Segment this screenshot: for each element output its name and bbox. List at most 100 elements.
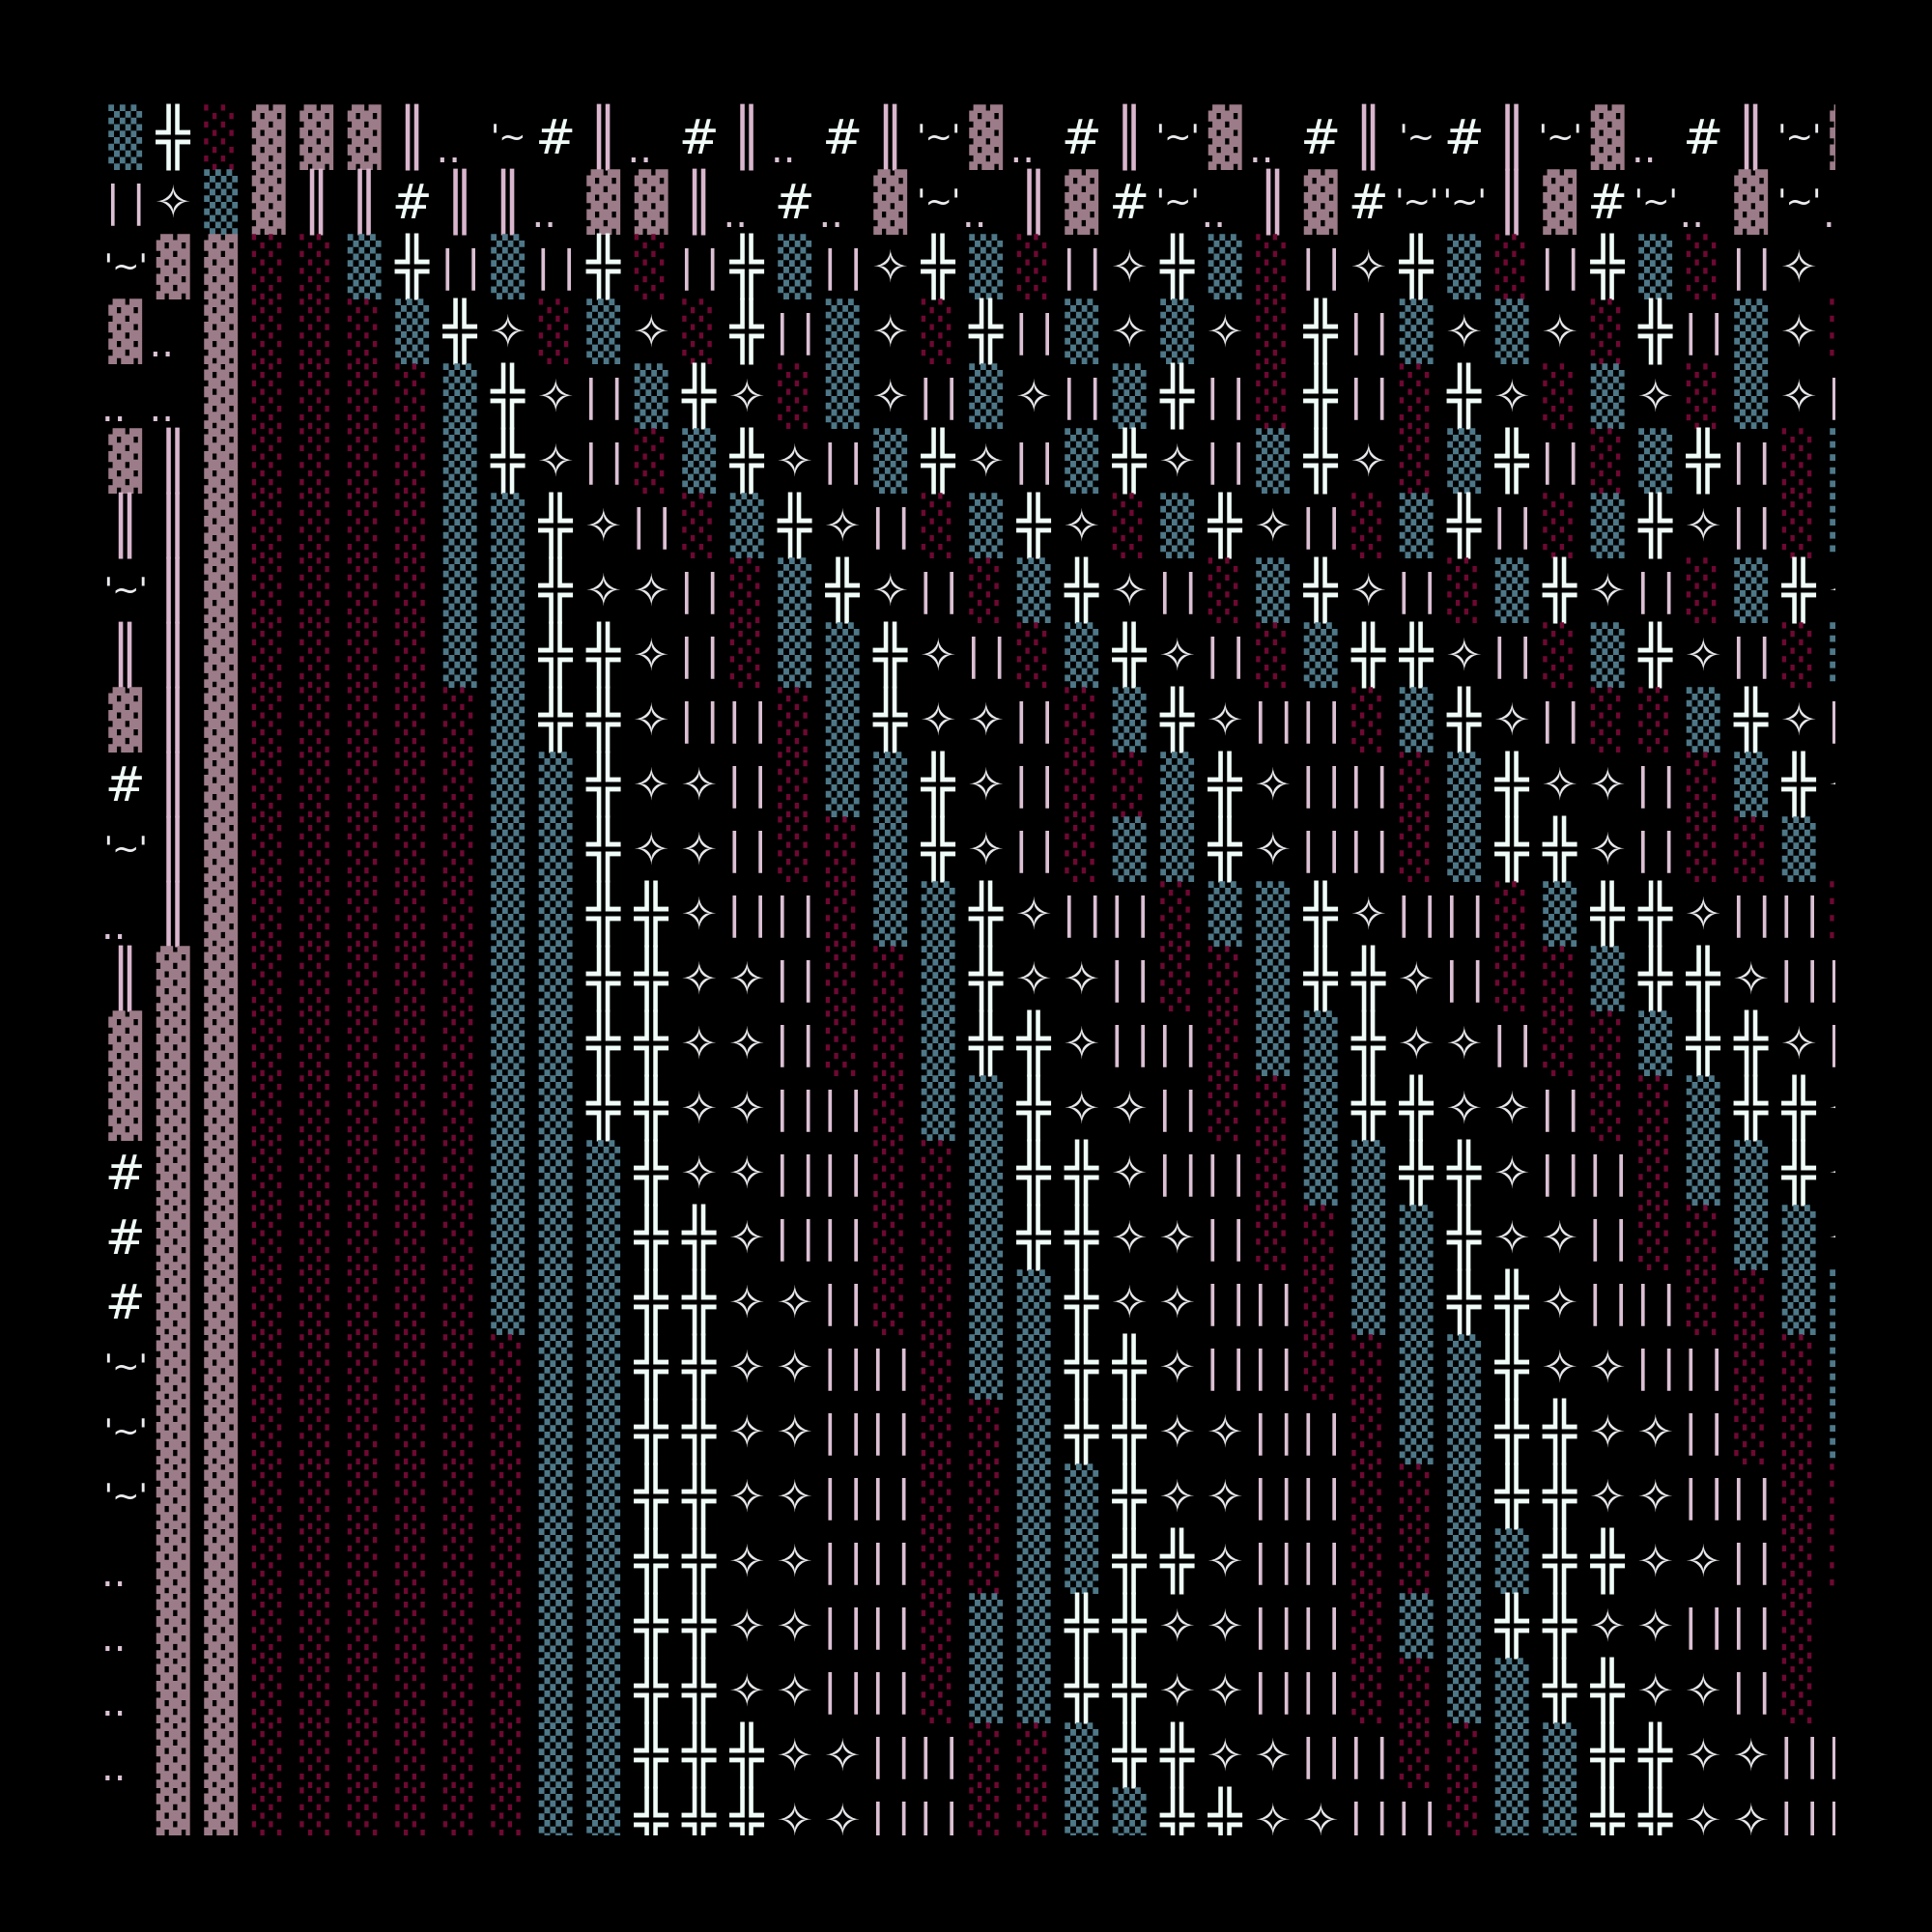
glyph-cell-shade-teal: ▒ xyxy=(1010,557,1059,622)
glyph-cell-split-bars: | | xyxy=(1536,1140,1584,1205)
glyph-cell-shade-red: ░ xyxy=(1249,298,1297,363)
glyph-cell-shade-teal: ▒ xyxy=(1489,1786,1537,1836)
glyph-cell-dots: .. xyxy=(962,169,1010,234)
glyph: ░ xyxy=(873,1268,908,1335)
glyph: ╬ xyxy=(1494,1398,1529,1464)
glyph: ░ xyxy=(251,1268,286,1335)
glyph-cell-split-bars: | | xyxy=(1776,1722,1824,1787)
glyph: | | xyxy=(918,370,959,420)
glyph: ░ xyxy=(347,686,382,753)
glyph-cell-shade-red: ░ xyxy=(388,946,437,1010)
glyph-cell-shade-teal: ▒ xyxy=(1393,1593,1441,1658)
glyph: '~ xyxy=(1399,117,1435,156)
glyph: | | xyxy=(105,176,146,226)
glyph-cell-shade-teal: ▒ xyxy=(484,816,532,881)
glyph: .. xyxy=(1823,192,1835,237)
glyph-cell-split-bars: | | xyxy=(915,557,963,622)
glyph: | | xyxy=(1300,823,1342,873)
glyph: ░ xyxy=(395,621,430,688)
glyph-cell-box-cross: ╬ xyxy=(628,1205,676,1269)
glyph: | | xyxy=(440,241,481,291)
glyph-cell-shade-teal: ▒ xyxy=(1776,816,1824,881)
glyph: ░ xyxy=(1016,621,1051,688)
glyph: ▒ xyxy=(1494,1786,1529,1836)
glyph: ▒ xyxy=(491,945,526,1011)
glyph: | | xyxy=(1300,1470,1342,1520)
glyph-cell-split-bars: | | xyxy=(1680,1463,1728,1528)
glyph-cell-split-bars: | | xyxy=(1823,363,1835,428)
glyph-cell-split-bars: | | xyxy=(1010,752,1059,816)
glyph: | | xyxy=(822,1211,864,1262)
glyph-cell-shade-teal: ▒ xyxy=(484,752,532,816)
glyph: .. xyxy=(1201,192,1226,237)
glyph: | | xyxy=(822,241,864,291)
glyph-cell-sparkle-star: ✧ xyxy=(1680,881,1728,946)
glyph-cell-shade-teal: ▒ xyxy=(819,752,867,816)
glyph: ╬ xyxy=(682,1527,717,1594)
glyph-cell-shade-red: ░ xyxy=(1632,1205,1680,1269)
glyph: ╬ xyxy=(969,880,1004,947)
glyph: ╬ xyxy=(1351,621,1386,688)
glyph: ║ xyxy=(299,168,334,235)
glyph: ✧ xyxy=(1063,952,1101,1005)
glyph-cell-shade-red: ░ xyxy=(962,1463,1010,1528)
glyph-cell-hash: # xyxy=(675,104,724,169)
glyph: ║ xyxy=(1112,103,1147,170)
glyph: ✧ xyxy=(919,628,957,681)
glyph: ✧ xyxy=(1206,1534,1244,1587)
glyph: ▒ xyxy=(442,362,477,429)
glyph-cell-sparkle-star: ✧ xyxy=(1202,687,1250,752)
glyph-cell-split-bars: | | xyxy=(1393,557,1441,622)
glyph: ▓ xyxy=(204,751,239,817)
glyph: ✧ xyxy=(1541,1210,1579,1264)
glyph-cell-shade-red: ░ xyxy=(341,1658,389,1722)
glyph-cell-shade-red: ░ xyxy=(388,1075,437,1140)
glyph-cell-shade-red: ░ xyxy=(293,622,341,687)
glyph: ▒ xyxy=(491,1009,526,1076)
glyph-cell-box-cross: ╬ xyxy=(675,1528,724,1593)
glyph-cell-shade-red: ░ xyxy=(341,1205,389,1269)
glyph-cell-shade-red: ░ xyxy=(1393,1722,1441,1787)
glyph: ▒ xyxy=(586,1463,621,1529)
glyph: ▒ xyxy=(538,1204,573,1270)
glyph: ╬ xyxy=(729,427,764,494)
glyph: ░ xyxy=(1112,751,1147,817)
glyph: ▒ xyxy=(1065,427,1099,494)
glyph-cell-tilde-quote: '~' xyxy=(1536,104,1584,169)
glyph: ╬ xyxy=(1781,1139,1816,1206)
glyph: ▓ xyxy=(204,1333,239,1400)
glyph: ✧ xyxy=(1206,1663,1244,1717)
glyph: ✧ xyxy=(1110,1146,1149,1199)
glyph: ░ xyxy=(395,1074,430,1141)
glyph: ✧ xyxy=(1206,1469,1244,1522)
glyph: ▒ xyxy=(1734,751,1769,817)
glyph-cell-split-bars: | | xyxy=(1345,752,1393,816)
glyph: ✧ xyxy=(1158,434,1197,487)
glyph: ║ xyxy=(156,556,190,623)
glyph-cell-shade-pink: ▓ xyxy=(197,1140,245,1205)
glyph-cell-box-cross: ╬ xyxy=(1106,1593,1154,1658)
glyph: ░ xyxy=(251,1009,286,1076)
glyph-cell-shade-teal: ▒ xyxy=(819,363,867,428)
glyph: ░ xyxy=(1351,1592,1386,1659)
glyph-cell-sparkle-star: ✧ xyxy=(1153,1658,1202,1722)
glyph: ░ xyxy=(442,1009,477,1076)
glyph: ▓ xyxy=(108,686,143,753)
glyph-cell-shade-teal: ▒ xyxy=(197,169,245,234)
glyph: ▓ xyxy=(204,686,239,753)
glyph-cell-split-bars: | | xyxy=(867,1334,915,1399)
glyph-cell-sparkle-star: ✧ xyxy=(1584,1593,1633,1658)
glyph: ✧ xyxy=(1636,1469,1675,1522)
glyph: ░ xyxy=(347,815,382,882)
glyph: ░ xyxy=(1256,233,1291,299)
glyph: ✧ xyxy=(871,369,910,422)
glyph: | | xyxy=(1540,435,1580,485)
glyph: ░ xyxy=(299,945,334,1011)
glyph: ✧ xyxy=(1110,1275,1149,1328)
glyph: # xyxy=(1300,108,1342,165)
glyph: ▓ xyxy=(204,1592,239,1659)
glyph-cell-box-cross: ╬ xyxy=(1584,234,1633,298)
glyph-cell-split-bars: | | xyxy=(1823,687,1835,752)
glyph: ░ xyxy=(1351,1333,1386,1400)
glyph-cell-split-bars: | | xyxy=(1010,428,1059,493)
